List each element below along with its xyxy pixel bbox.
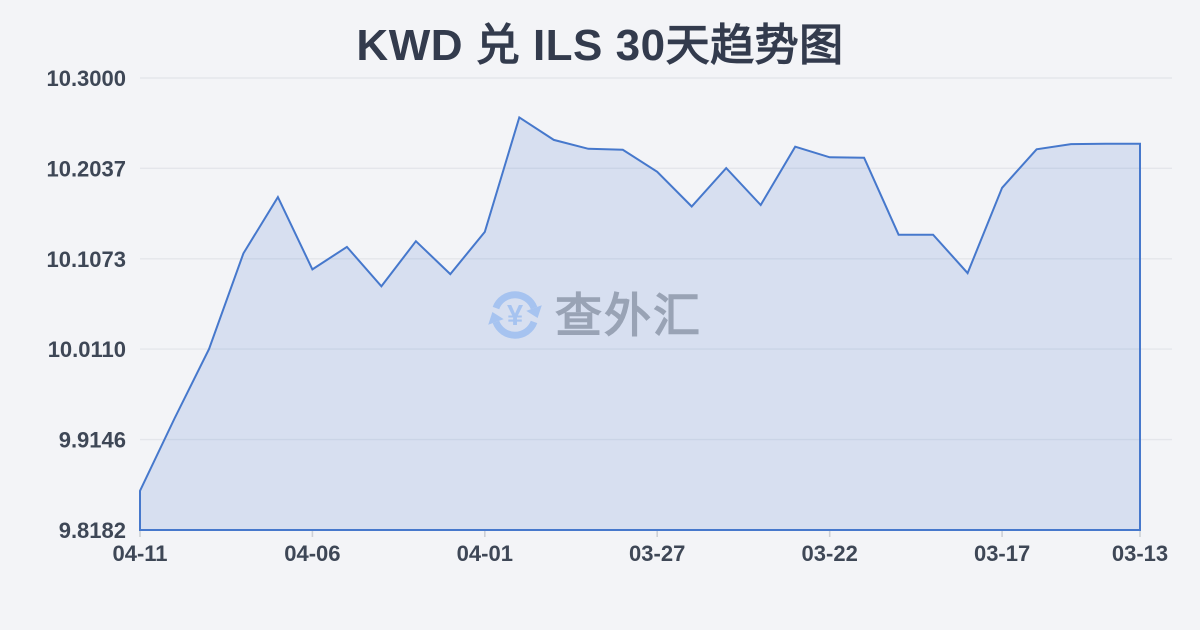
y-axis-label: 9.8182 <box>59 518 126 543</box>
y-axis-label: 10.2037 <box>46 156 126 181</box>
chart-title: KWD 兑 ILS 30天趋势图 <box>356 21 844 70</box>
y-axis-label: 10.3000 <box>46 66 126 91</box>
x-axis-label: 03-13 <box>1112 541 1168 566</box>
x-axis-label: 03-22 <box>802 541 858 566</box>
y-axis-labels: 10.3000 10.2037 10.1073 10.0110 9.9146 9.8182 <box>46 66 126 543</box>
trend-area <box>139 115 1141 531</box>
x-axis-label: 04-11 <box>112 541 167 566</box>
x-axis-label: 04-06 <box>284 541 340 566</box>
y-axis-label: 9.9146 <box>59 428 126 453</box>
x-axis-ticks <box>139 531 1141 537</box>
x-axis-label: 03-27 <box>629 541 685 566</box>
area-series <box>139 115 1141 531</box>
y-axis-label: 10.0110 <box>48 337 126 362</box>
gridlines <box>140 77 1172 441</box>
x-axis-labels: 04-11 04-06 04-01 03-27 03-22 03-17 03-13 <box>112 541 1168 566</box>
y-axis-label: 10.1073 <box>46 247 126 272</box>
x-axis-label: 03-17 <box>974 541 1030 566</box>
x-axis-label: 04-01 <box>457 541 513 566</box>
